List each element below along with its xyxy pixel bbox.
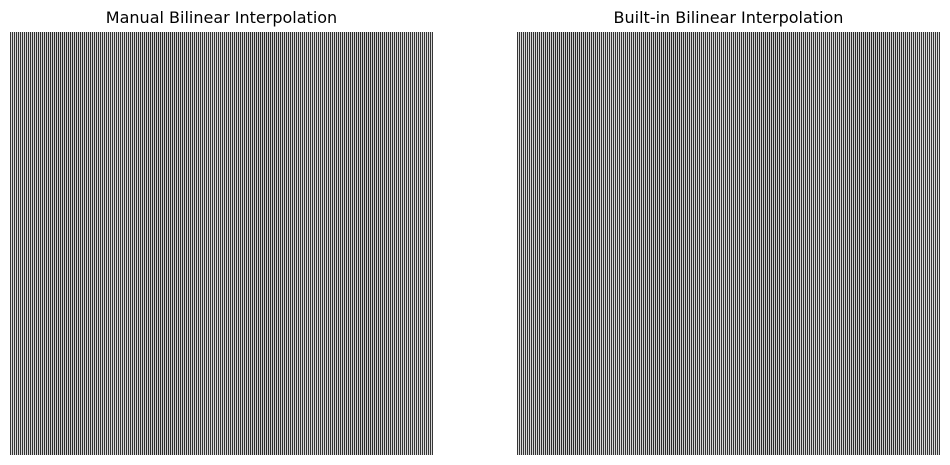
manual-interpolation-image (10, 32, 433, 455)
builtin-interpolation-title: Built-in Bilinear Interpolation (613, 8, 844, 27)
manual-interpolation-title: Manual Bilinear Interpolation (105, 8, 338, 27)
builtin-interpolation-image (517, 32, 940, 455)
